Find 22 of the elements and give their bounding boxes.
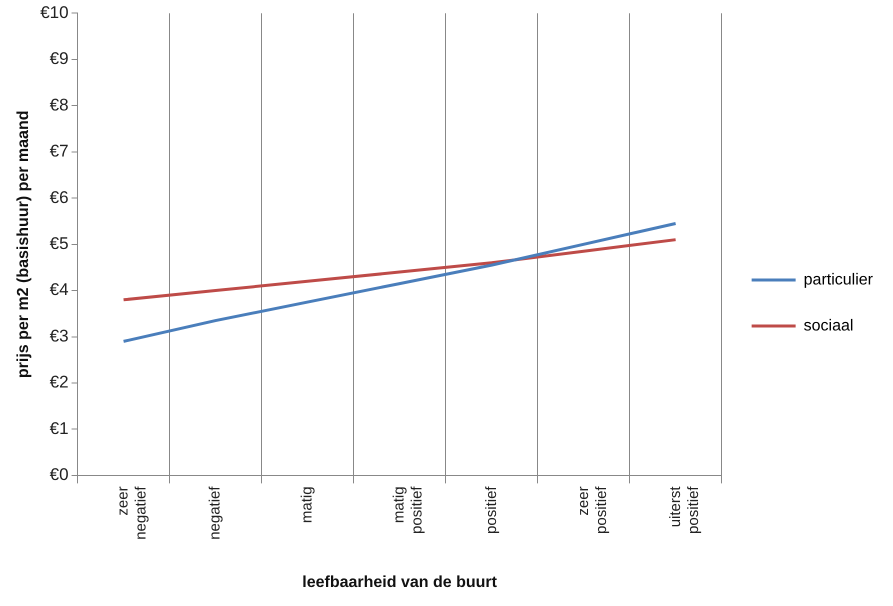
x-tick-label: positief	[482, 486, 500, 534]
x-tick-label: zeer positief	[574, 486, 610, 534]
y-tick-label: €2	[50, 372, 69, 392]
y-tick-label: €8	[50, 95, 69, 114]
x-tick-label: matig	[298, 486, 316, 524]
x-axis-title: leefbaarheid van de buurt	[302, 574, 498, 591]
y-tick-label: €0	[50, 465, 69, 484]
x-tick-label: matig positief	[390, 486, 426, 534]
x-tick-label: negatief	[206, 486, 224, 540]
x-tick-label: uiterst positief	[666, 486, 702, 534]
y-tick-label: €7	[50, 142, 69, 161]
x-tick-label: zeer negatief	[114, 486, 150, 540]
y-tick-label: €3	[50, 326, 69, 346]
legend-label: particulier	[804, 271, 874, 288]
y-tick-label: €1	[50, 418, 69, 438]
y-axis-title: prijs per m2 (basishuur) per maand	[15, 110, 32, 378]
y-tick-label: €6	[50, 188, 69, 207]
legend-label: sociaal	[804, 317, 854, 334]
y-tick-label: €4	[50, 280, 69, 300]
y-tick-label: €9	[50, 49, 69, 68]
y-tick-label: €10	[40, 2, 69, 22]
y-tick-label: €5	[50, 234, 69, 253]
